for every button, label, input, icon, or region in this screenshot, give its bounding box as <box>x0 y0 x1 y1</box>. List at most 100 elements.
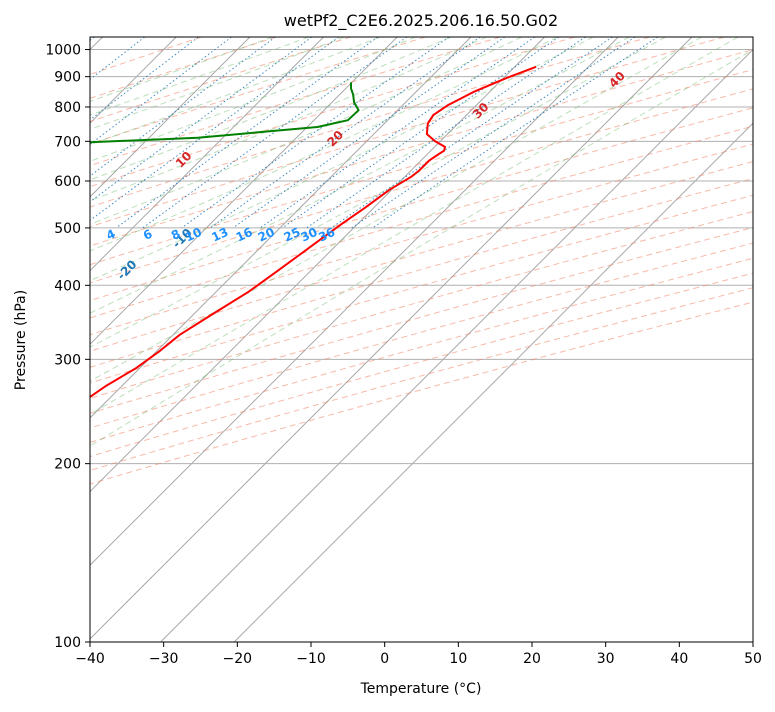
isotherm-gridline <box>233 122 753 642</box>
mixing-ratio-line <box>115 37 379 229</box>
dry-adiabat <box>90 272 753 458</box>
plot-area: -100-90-80-70-60-50-40-30-20-100.10.20.4… <box>0 37 753 642</box>
dry-adiabat <box>90 37 277 99</box>
mixing-ratio-label: 6 <box>141 227 154 243</box>
moist-adiabat <box>90 37 309 116</box>
dry-adiabat <box>90 242 753 429</box>
dewpoint-profile <box>90 82 360 144</box>
y-tick-label: 200 <box>54 457 81 473</box>
mixing-ratio-label: 16 <box>234 225 255 245</box>
mixing-ratio-line <box>331 37 613 229</box>
moist-adiabat <box>90 37 523 225</box>
dry-adiabat <box>90 211 753 399</box>
x-tick-label: 30 <box>597 651 615 667</box>
dry-adiabat <box>90 125 753 319</box>
mixing-ratio-line <box>306 37 586 229</box>
dry-adiabat <box>90 287 753 471</box>
dry-adiabat <box>90 143 753 336</box>
mixing-ratio-line <box>142 37 407 229</box>
mixing-ratio-label: 36 <box>316 225 337 245</box>
y-tick-label: 500 <box>54 221 81 237</box>
x-tick-label: 0 <box>380 651 389 667</box>
mixing-ratio-line <box>282 37 560 229</box>
x-tick-label: 20 <box>523 651 541 667</box>
mixing-ratio-label: 20 <box>256 225 277 245</box>
isotherm-gridline <box>90 37 398 345</box>
moist-adiabat <box>90 37 487 202</box>
moist-adiabat <box>90 37 558 252</box>
dry-adiabat <box>90 88 753 284</box>
moist-adiabat <box>90 37 452 181</box>
chart-title: wetPf2_C2E6.2025.206.16.50.G02 <box>284 11 558 31</box>
mixing-ratio-label: 30 <box>299 225 320 245</box>
y-tick-label: 1000 <box>45 43 81 59</box>
y-tick-label: 400 <box>54 278 81 294</box>
mixing-ratio-line <box>90 37 199 121</box>
isotherm-gridline <box>90 37 619 566</box>
dry-adiabat <box>90 161 753 352</box>
x-tick-label: −30 <box>149 651 179 667</box>
dry-adiabat <box>90 301 753 485</box>
isotherm-gridline <box>90 37 545 493</box>
mixing-ratio-line <box>209 37 481 229</box>
moist-adiabat <box>90 37 666 348</box>
moist-adiabat-label: 40 <box>606 69 628 91</box>
isotherm-gridline <box>160 48 753 642</box>
dry-adiabat <box>90 194 753 384</box>
y-tick-label: 600 <box>54 174 81 190</box>
isotherm-gridline <box>90 37 693 640</box>
moist-adiabat <box>90 37 381 146</box>
y-tick-label: 700 <box>54 134 81 150</box>
y-tick-label: 100 <box>54 635 81 651</box>
mixing-ratio-label: 25 <box>282 225 303 245</box>
mixing-ratio-line <box>181 37 450 229</box>
dry-adiabat <box>90 37 202 75</box>
mixing-ratio-line <box>90 37 339 222</box>
y-tick-label: 800 <box>54 100 81 116</box>
dry-adiabat <box>90 226 753 414</box>
dry-adiabat <box>90 178 753 368</box>
moist-adiabat <box>90 37 739 415</box>
x-tick-label: −10 <box>296 651 326 667</box>
dry-adiabat <box>90 257 753 443</box>
x-tick-label: −40 <box>75 651 105 667</box>
dry-adiabat <box>90 68 753 266</box>
y-tick-label: 300 <box>54 352 81 368</box>
mixing-ratio-line <box>351 37 636 229</box>
mixing-ratio-label: 13 <box>209 225 230 245</box>
mixing-ratio-line <box>372 37 658 229</box>
mixing-ratio-line <box>232 37 506 229</box>
x-axis-label: Temperature (°C) <box>360 681 482 697</box>
moist-adiabat-label: 10 <box>173 149 195 171</box>
isotherm-gridline <box>90 37 251 198</box>
moist-adiabat <box>90 37 594 282</box>
plot-frame <box>89 36 754 643</box>
dry-adiabat <box>90 37 501 167</box>
axes: −40 −30 −20 −10 0 10 20 30 40 50 100 200 300 400 500 60… <box>45 43 762 667</box>
mixing-ratio-line <box>90 37 232 145</box>
mixing-ratio-line <box>90 37 95 42</box>
y-tick-label: 900 <box>54 70 81 86</box>
x-tick-label: 10 <box>449 651 467 667</box>
dry-adiabat <box>90 49 753 247</box>
moist-adiabat <box>90 37 345 130</box>
dry-adiabat <box>90 37 426 145</box>
temperature-profile <box>90 65 537 399</box>
moist-adiabat-label: 20 <box>325 128 347 150</box>
x-tick-label: 50 <box>744 651 762 667</box>
x-tick-label: −20 <box>223 651 253 667</box>
dry-adiabat-label: -20 <box>114 257 139 282</box>
mixing-ratio-label: 1.5 <box>14 224 39 246</box>
y-axis-label: Pressure (hPa) <box>13 290 29 390</box>
mixing-ratio-label: 10 <box>183 225 204 245</box>
mixing-ratio-label: 2 <box>37 227 50 243</box>
isotherm-gridline <box>90 37 472 419</box>
moist-adiabat <box>90 37 416 162</box>
dry-adiabat <box>90 37 725 228</box>
moist-adiabat <box>90 37 702 382</box>
dry-adiabat <box>90 107 753 302</box>
mixing-ratio-label: 1 <box>0 227 6 243</box>
moist-adiabat <box>90 49 753 447</box>
